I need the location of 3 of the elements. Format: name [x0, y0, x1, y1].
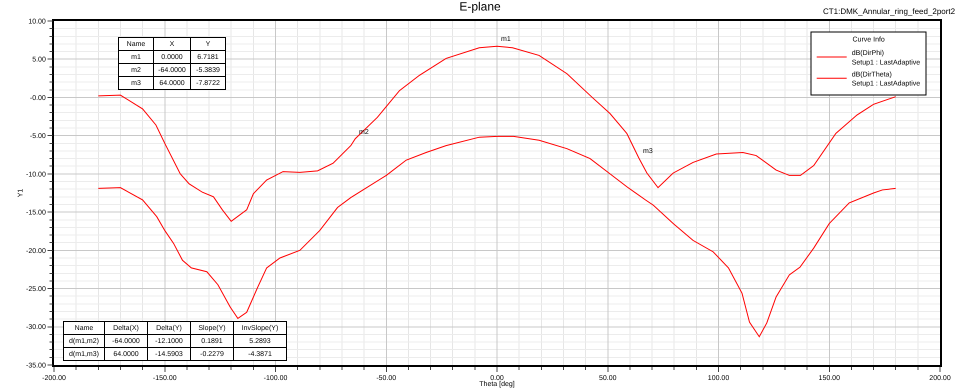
line-series	[98, 136, 896, 338]
chart-title: E-plane	[459, 0, 501, 14]
text: CT1:DMK_Annular_ring_feed_2port2	[823, 7, 956, 16]
